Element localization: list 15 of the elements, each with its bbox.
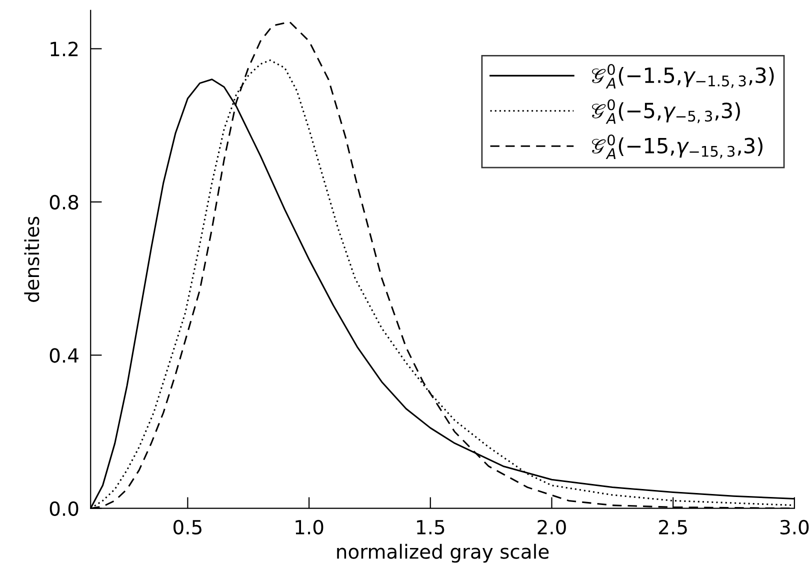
y-tick-label: 0.0 [50, 501, 78, 516]
y-axis-title: densities [24, 216, 40, 302]
y-tick-label: 0.8 [50, 194, 78, 210]
x-tick-label: 2.0 [538, 520, 566, 535]
x-tick-label: 1.5 [417, 520, 444, 535]
x-tick-label: 2.5 [659, 520, 687, 535]
legend-label: 𝒢$^{0}$$_{A}$(−15,γ$_{−15,3}$,3) [592, 134, 762, 159]
legend-label: 𝒢$^{0}$$_{A}$(−5,γ$_{−5,3}$,3) [592, 99, 740, 124]
x-tick-label: 3.0 [780, 520, 809, 535]
x-tick-label: 1.0 [296, 520, 324, 535]
x-axis-title: normalized gray scale [337, 544, 549, 563]
legend-label: 𝒢$^{0}$$_{A}$(−1.5,γ$_{−1.5,3}$,3) [592, 64, 774, 89]
y-tick-label: 1.2 [50, 42, 78, 56]
x-tick-label: 0.5 [174, 520, 202, 535]
y-tick-label: 0.4 [50, 348, 78, 363]
